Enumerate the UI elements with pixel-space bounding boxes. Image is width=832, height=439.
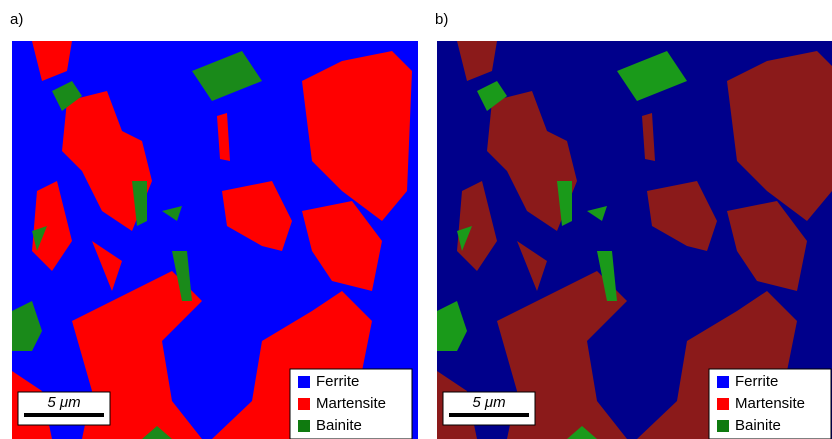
legend-swatch (298, 376, 310, 388)
figure: a) 5 μm Ferrite Martensite Bainite b) 5 μm Ferr… (0, 0, 832, 439)
legend-label: Martensite (735, 395, 805, 412)
scale-bar (449, 413, 529, 417)
legend-label: Bainite (735, 417, 781, 434)
legend-label: Ferrite (316, 373, 359, 390)
legend-swatch (717, 398, 729, 410)
panel-label: a) (10, 11, 23, 28)
panel-label: b) (435, 11, 448, 28)
scale-bar-label: 5 μm (472, 394, 505, 411)
scale-bar-label: 5 μm (47, 394, 80, 411)
legend-swatch (717, 376, 729, 388)
scale-bar (24, 413, 104, 417)
legend-label: Ferrite (735, 373, 778, 390)
legend-swatch (298, 420, 310, 432)
legend-swatch (298, 398, 310, 410)
legend-label: Martensite (316, 395, 386, 412)
legend-label: Bainite (316, 417, 362, 434)
legend-swatch (717, 420, 729, 432)
